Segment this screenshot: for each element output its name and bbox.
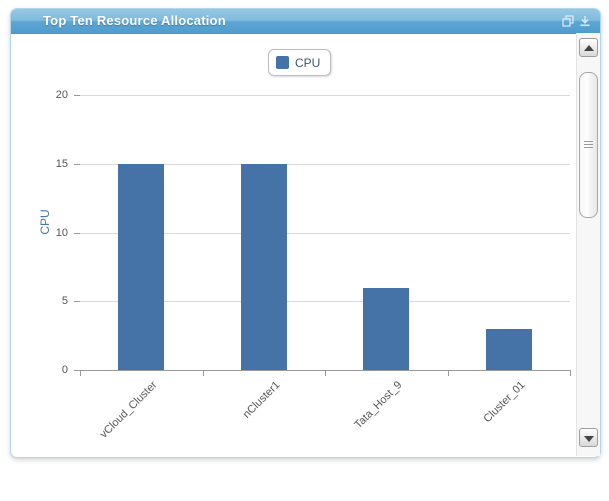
y-axis-tick-label: 10 xyxy=(55,226,68,239)
scrollbar-grip-icon xyxy=(584,141,593,150)
y-axis-tick-label: 5 xyxy=(61,295,68,308)
legend[interactable]: CPU xyxy=(268,49,332,76)
y-axis-tick xyxy=(74,370,80,371)
widget-title: Top Ten Resource Allocation xyxy=(43,13,226,28)
y-axis-tick-label: 20 xyxy=(55,89,68,101)
y-axis-tick xyxy=(74,232,80,234)
legend-label: CPU xyxy=(295,55,321,70)
x-axis-tick xyxy=(570,370,571,376)
gridline xyxy=(80,232,570,234)
scrollbar-down-button[interactable] xyxy=(579,428,598,447)
scrollbar-up-button[interactable] xyxy=(579,38,598,57)
y-axis-tick-label: 15 xyxy=(55,157,68,170)
x-axis-tick xyxy=(325,370,326,376)
download-icon[interactable] xyxy=(579,15,591,27)
y-axis-tick xyxy=(74,301,80,303)
arrow-down-icon xyxy=(584,436,594,442)
y-axis-tick xyxy=(74,95,80,96)
legend-swatch xyxy=(276,56,289,69)
bar-nCluster1[interactable] xyxy=(240,163,287,370)
bar-Tata_Host_9[interactable] xyxy=(363,287,410,370)
widget-header: Top Ten Resource Allocation xyxy=(11,9,600,34)
popout-icon[interactable] xyxy=(562,15,574,27)
gridline xyxy=(80,95,570,96)
scrollbar-thumb[interactable] xyxy=(579,72,598,218)
y-axis-tick-label: 0 xyxy=(61,364,68,376)
x-axis-tick xyxy=(447,370,449,376)
y-axis-tick xyxy=(74,163,80,165)
arrow-up-icon xyxy=(584,45,594,51)
widget-body xyxy=(12,34,599,456)
x-axis-tick xyxy=(80,370,81,376)
bar-vCloud_Cluster[interactable] xyxy=(118,163,165,370)
gridline xyxy=(80,163,570,165)
bar-Cluster_01[interactable] xyxy=(485,328,532,370)
gridline xyxy=(80,301,570,303)
x-axis-tick xyxy=(202,370,204,376)
